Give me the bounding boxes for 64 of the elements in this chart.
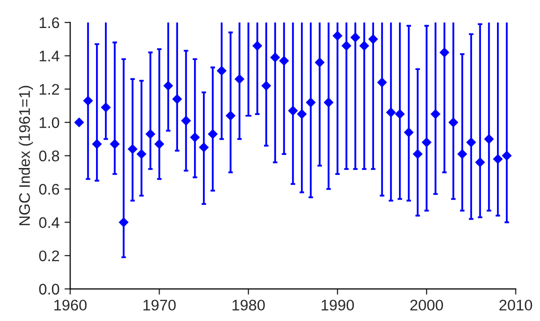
- point: [74, 118, 84, 128]
- point: [261, 80, 272, 91]
- point: [172, 94, 182, 104]
- point: [288, 106, 298, 116]
- y-tick-label: 0.2: [39, 250, 60, 262]
- point: [493, 154, 503, 164]
- point: [146, 129, 156, 139]
- point: [502, 150, 512, 161]
- point: [279, 56, 289, 66]
- point: [324, 98, 334, 108]
- point: [190, 132, 200, 142]
- point: [386, 108, 396, 118]
- point: [270, 52, 280, 62]
- x-tick-label: 1960: [54, 300, 87, 311]
- point: [163, 80, 174, 91]
- point: [110, 139, 120, 149]
- x-tick-label: 1980: [232, 300, 265, 311]
- point: [118, 217, 129, 228]
- y-tick-label: 1.6: [40, 17, 60, 28]
- point: [314, 58, 325, 68]
- point: [484, 134, 494, 144]
- y-axis-title: NGC Index (1961=1): [18, 86, 33, 226]
- point: [332, 30, 342, 41]
- point: [226, 110, 236, 121]
- point: [83, 96, 93, 106]
- point: [136, 149, 146, 159]
- point: [395, 109, 405, 119]
- point: [457, 149, 468, 159]
- x-tick-label: 2010: [499, 300, 532, 311]
- point: [128, 144, 138, 154]
- point: [466, 137, 476, 148]
- y-tick-label: 0.0: [39, 284, 60, 295]
- point: [342, 40, 352, 51]
- point: [100, 102, 111, 112]
- point: [422, 137, 432, 148]
- point: [234, 74, 244, 84]
- y-tick-label: 1.4: [40, 50, 60, 62]
- point: [448, 118, 458, 128]
- y-tick-label: 0.8: [39, 150, 60, 162]
- point: [412, 149, 423, 159]
- point: [475, 157, 485, 168]
- x-tick-label: 2000: [410, 300, 443, 311]
- point: [154, 139, 164, 149]
- point: [440, 48, 450, 58]
- point: [216, 66, 227, 76]
- point: [92, 139, 102, 149]
- point: [359, 40, 370, 51]
- x-tick-label: 1990: [322, 300, 354, 311]
- y-tick-label: 1.2: [40, 84, 60, 95]
- point: [430, 109, 440, 119]
- point: [404, 128, 414, 138]
- point: [306, 98, 316, 108]
- y-tick-label: 0.6: [39, 184, 60, 195]
- point: [252, 40, 262, 51]
- point: [350, 32, 360, 42]
- point: [181, 116, 191, 126]
- point: [198, 142, 209, 152]
- point: [296, 109, 307, 119]
- y-tick-label: 0.4: [39, 217, 60, 228]
- x-tick-label: 1970: [143, 300, 176, 311]
- y-tick-label: 1.0: [40, 117, 60, 128]
- point: [377, 78, 387, 88]
- point: [208, 129, 218, 139]
- point: [368, 34, 378, 44]
